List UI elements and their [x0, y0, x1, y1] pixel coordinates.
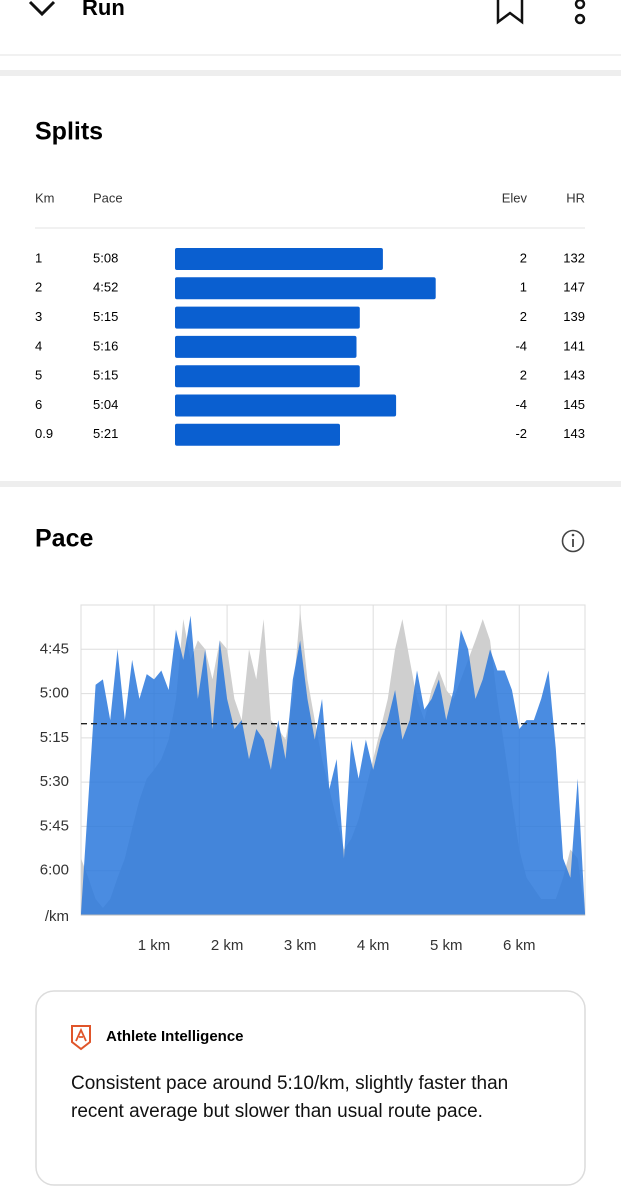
- split-elev: 1: [520, 280, 527, 295]
- x-tick-label: 3 km: [284, 937, 317, 954]
- insight-card: [35, 990, 586, 1186]
- split-km: 5: [35, 368, 42, 383]
- split-km: 0.9: [35, 426, 53, 441]
- y-tick-label: 5:45: [40, 817, 69, 834]
- page-title: Run: [82, 0, 125, 20]
- x-tick-label: 6 km: [503, 937, 536, 954]
- x-tick-label: 2 km: [211, 937, 244, 954]
- pace-chart: 4:45 5:00 5:15 5:30 5:45 6:00/km 1 km 2 km 3 km 4…: [40, 604, 586, 954]
- split-bar: [175, 394, 397, 417]
- split-bar: [175, 335, 357, 358]
- split-km: 2: [35, 280, 42, 295]
- split-bar: [175, 306, 360, 329]
- y-tick-label: 5:15: [40, 729, 69, 746]
- split-hr: 139: [563, 309, 585, 324]
- column-header: Elev: [502, 190, 528, 205]
- split-hr: 147: [563, 280, 585, 295]
- split-elev: -4: [515, 338, 527, 353]
- split-bar: [175, 248, 383, 270]
- split-elev: 2: [520, 368, 527, 383]
- column-header: Pace: [93, 190, 123, 205]
- split-hr: 132: [563, 250, 585, 265]
- split-elev: 2: [520, 309, 527, 324]
- split-pace: 5:16: [93, 338, 118, 353]
- section-separator: [0, 481, 621, 487]
- insight-title: Athlete Intelligence: [106, 1028, 244, 1045]
- split-pace: 5:08: [93, 250, 118, 265]
- section-separator: [0, 70, 621, 76]
- split-elev: -2: [515, 426, 527, 441]
- split-pace: 5:15: [93, 368, 118, 383]
- split-pace: 5:15: [93, 309, 118, 324]
- split-elev: -4: [515, 397, 527, 412]
- x-tick-label: 4 km: [357, 937, 390, 954]
- split-km: 6: [35, 397, 42, 412]
- x-tick-label: 5 km: [430, 937, 463, 954]
- x-tick-label: 1 km: [138, 937, 171, 954]
- y-axis-unit: /km: [45, 908, 69, 925]
- more-icon[interactable]: [574, 0, 586, 25]
- split-pace: 5:04: [93, 397, 118, 412]
- bookmark-icon[interactable]: [496, 0, 524, 25]
- split-bar: [175, 423, 340, 446]
- split-km: 3: [35, 309, 42, 324]
- column-header: Km: [35, 190, 55, 205]
- split-elev: 2: [520, 250, 527, 265]
- insight-icon: [71, 1025, 91, 1051]
- split-bar: [175, 277, 436, 300]
- split-pace: 5:21: [93, 426, 118, 441]
- splits-rows: 1 5:08 2 132 2 4:52 1 147 3 5:15 2 139 4 5:16 -4 141 5 5:…: [35, 248, 585, 446]
- column-header: HR: [566, 190, 585, 205]
- split-km: 4: [35, 338, 42, 353]
- insight-text: Consistent pace around 5:10/km, slightly…: [71, 1073, 509, 1122]
- back-chevron[interactable]: [28, 0, 56, 17]
- y-tick-label: 6:00: [40, 862, 69, 879]
- splits-title: Splits: [35, 118, 103, 146]
- y-tick-label: 5:00: [40, 685, 69, 702]
- split-hr: 145: [563, 397, 585, 412]
- split-km: 1: [35, 250, 42, 265]
- split-hr: 143: [563, 426, 585, 441]
- split-bar: [175, 365, 360, 388]
- info-icon[interactable]: [561, 529, 585, 553]
- y-tick-label: 5:30: [40, 773, 69, 790]
- y-tick-label: 4:45: [40, 640, 69, 657]
- pace-area: [81, 615, 585, 915]
- split-hr: 143: [563, 368, 585, 383]
- split-pace: 4:52: [93, 280, 118, 295]
- split-hr: 141: [563, 338, 585, 353]
- pace-title: Pace: [35, 525, 93, 553]
